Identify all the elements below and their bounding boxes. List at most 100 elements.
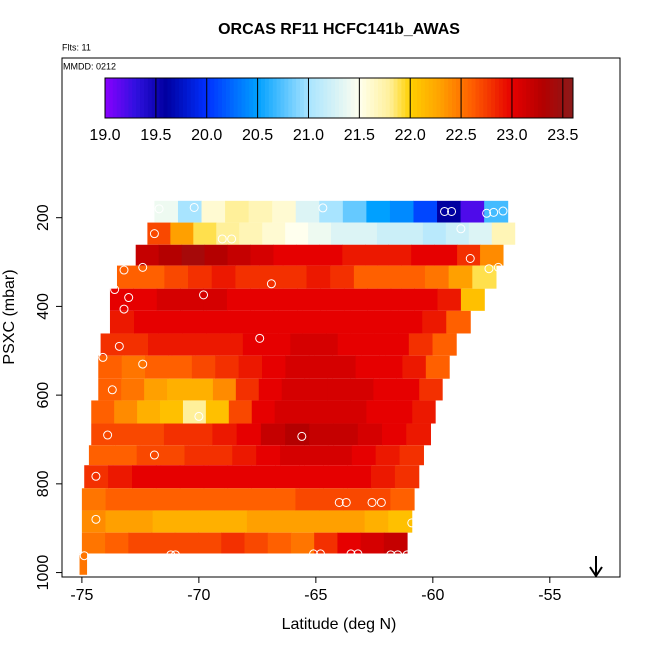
sample-point [440, 206, 450, 216]
sample-point [114, 341, 124, 351]
heatmap-cell [251, 465, 276, 489]
heatmap-cell [309, 423, 335, 446]
heatmap-cell [211, 265, 236, 289]
colorbar-swatch [229, 78, 235, 118]
heatmap-cell [163, 423, 189, 446]
heatmap-cell [266, 333, 291, 356]
sample-point [199, 290, 209, 300]
heatmap-cell [273, 288, 298, 311]
heatmap-cell [314, 532, 338, 554]
y-tick-label: 400 [35, 293, 52, 320]
heatmap-cell [460, 288, 485, 311]
heatmap-cell [158, 310, 183, 334]
colorbar-swatch [565, 78, 570, 118]
heatmap-cell [366, 200, 391, 223]
heatmap-cell [199, 510, 224, 533]
heatmap-cell [262, 222, 286, 245]
heatmap-cell [484, 200, 509, 223]
sample-point [149, 229, 159, 239]
heatmap-cell [414, 288, 439, 311]
heatmap-cell [98, 378, 122, 401]
sample-point [309, 549, 319, 559]
colorbar-swatch [105, 78, 110, 118]
heatmap-cell [353, 265, 379, 289]
heatmap-cell [399, 445, 424, 466]
heatmap-cell [413, 200, 438, 223]
heatmap-cell [224, 488, 249, 511]
heatmap-cell [437, 200, 462, 223]
y-axis-label: PSXC (mbar) [1, 269, 18, 364]
heatmap-cell [446, 310, 471, 334]
colorbar-tick-label: 22.0 [395, 127, 426, 144]
sample-point [353, 549, 363, 559]
heatmap-cell [81, 510, 106, 533]
heatmap-cell [282, 265, 307, 289]
colorbar-swatch [549, 78, 554, 118]
colorbar-swatch [514, 78, 519, 118]
heatmap-cell [422, 222, 447, 245]
colorbar-swatch [257, 78, 262, 118]
colorbar-swatch [436, 78, 441, 118]
heatmap-cell [326, 310, 351, 334]
heatmap-cell [424, 265, 450, 289]
colorbar-swatch [163, 78, 168, 118]
colorbar-swatch [225, 78, 231, 118]
heatmap-cell [313, 333, 339, 356]
heatmap-cell [151, 532, 176, 554]
heatmap-cell [342, 244, 366, 266]
heatmap-cell [81, 488, 107, 511]
heatmap-cell [293, 510, 319, 533]
colorbar-swatch [354, 78, 359, 118]
heatmap-cell [333, 423, 359, 446]
colorbar-swatch [233, 78, 239, 118]
colorbar-tick-label: 20.5 [242, 127, 273, 144]
colorbar-swatch [151, 78, 157, 118]
colorbar-swatch [292, 78, 297, 118]
heatmap-cell [256, 445, 281, 466]
heatmap [79, 200, 516, 575]
heatmap-cell [248, 488, 273, 511]
sample-point [98, 352, 108, 362]
heatmap-cell [411, 244, 435, 266]
sample-point [341, 497, 351, 507]
heatmap-cell [270, 510, 295, 533]
colorbar-swatch [311, 78, 317, 118]
colorbar-swatch [553, 78, 558, 118]
heatmap-cell [227, 465, 253, 489]
heatmap-cell [206, 310, 231, 334]
colorbar-swatch [261, 78, 266, 118]
heatmap-cell [273, 244, 297, 266]
heatmap-cell [374, 310, 399, 334]
heatmap-cell [182, 310, 207, 334]
sample-point [107, 385, 117, 395]
heatmap-cell [343, 400, 367, 424]
colorbar-swatch [303, 78, 309, 118]
heatmap-cell [153, 488, 178, 511]
heatmap-cell [364, 510, 389, 533]
heatmap-cell [191, 355, 216, 379]
colorbar-swatch [491, 78, 496, 118]
heatmap-cell [382, 423, 407, 446]
heatmap-cell [281, 378, 306, 401]
sample-point [266, 279, 276, 289]
colorbar-swatch [569, 78, 574, 118]
heatmap-cell [133, 310, 159, 334]
heatmap-cell [250, 244, 274, 266]
heatmap-cell [203, 288, 228, 311]
heatmap-cell [319, 200, 344, 223]
colorbar-swatch [132, 78, 137, 118]
heatmap-cell [437, 288, 462, 311]
colorbar-swatch [136, 78, 141, 118]
heatmap-cell [121, 378, 145, 401]
heatmap-cell [389, 400, 413, 424]
colorbar-swatch [467, 78, 473, 118]
heatmap-cell [425, 355, 450, 379]
heatmap-cell [396, 378, 420, 401]
heatmap-cell [377, 265, 402, 289]
heatmap-cell [144, 378, 168, 401]
heatmap-cell [327, 378, 351, 401]
colorbar-swatch [276, 78, 281, 118]
sample-point [138, 359, 148, 369]
heatmap-cell [132, 465, 157, 489]
heatmap-cell [176, 510, 201, 533]
